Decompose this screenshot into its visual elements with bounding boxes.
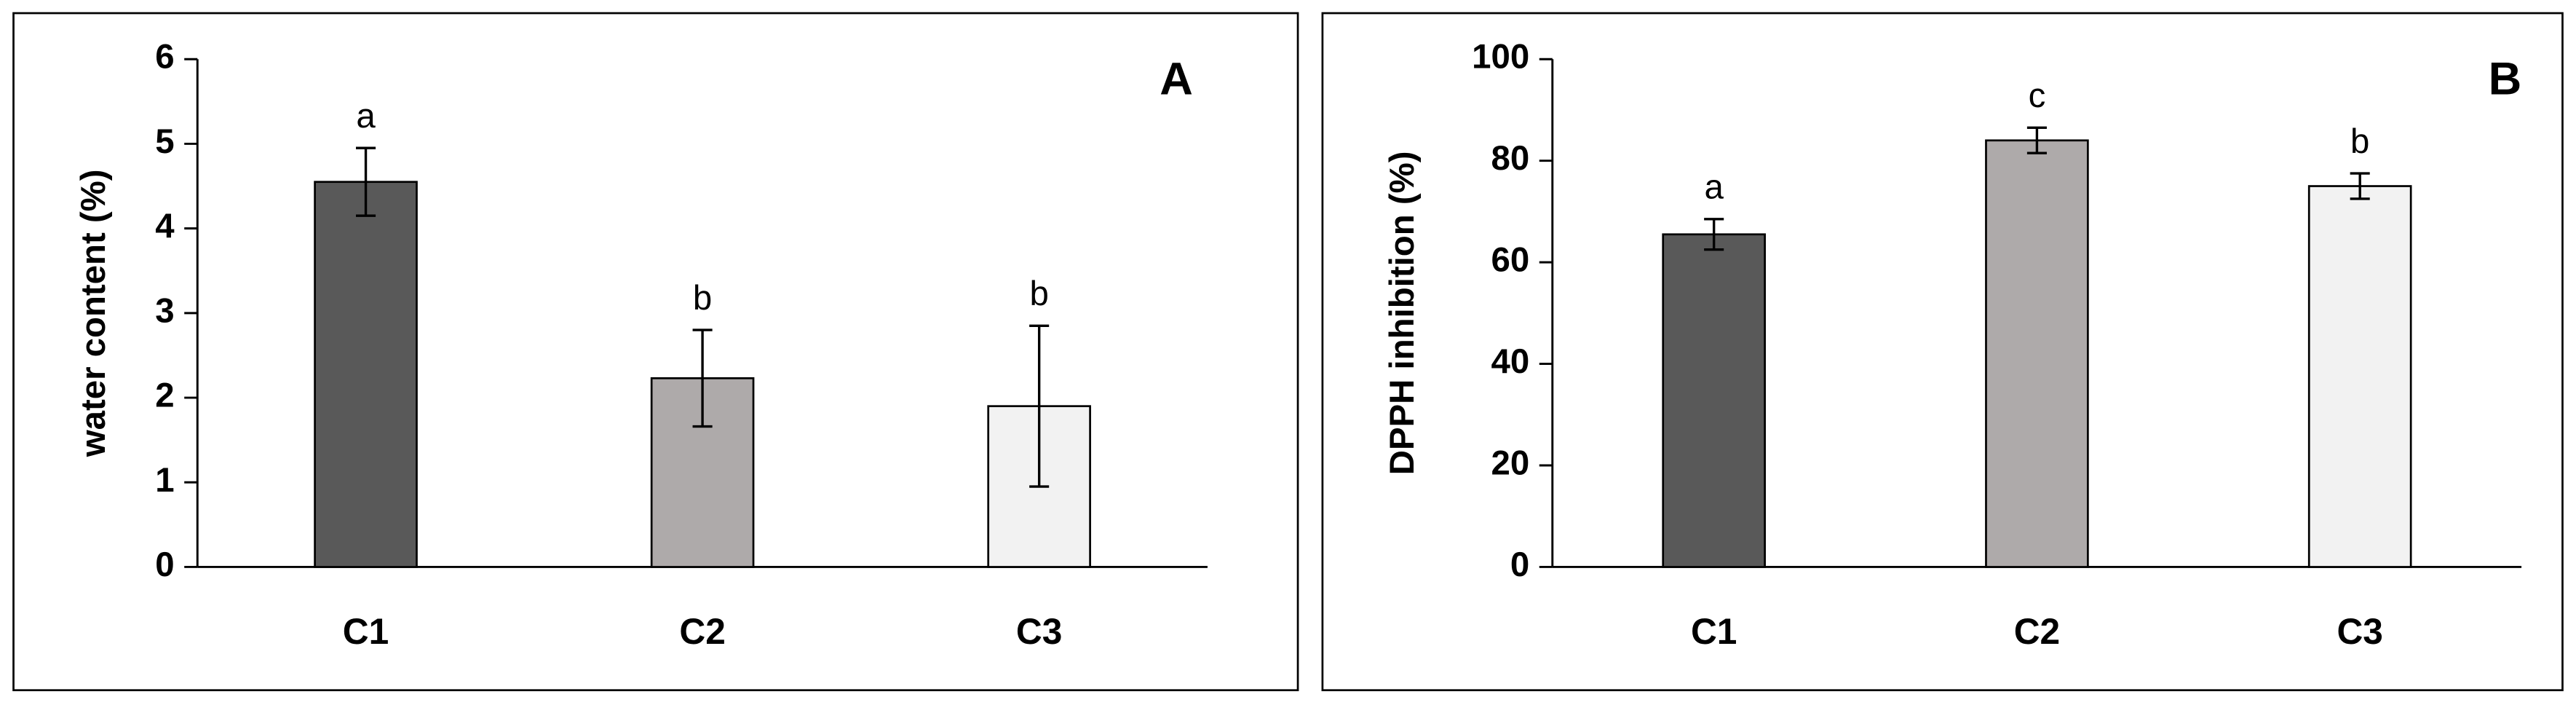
x-tick-label: C2	[679, 611, 725, 652]
bar	[1662, 233, 1766, 568]
y-tick-label: 60	[1491, 241, 1529, 280]
y-axis-title: water content (%)	[74, 169, 113, 457]
error-bar	[355, 146, 376, 217]
y-tick-label: 1	[155, 461, 174, 500]
error-bar	[1029, 324, 1050, 488]
x-tick-label: C1	[343, 611, 389, 652]
error-bar	[1704, 218, 1724, 251]
error-bar	[692, 328, 713, 428]
y-axis-title: DPPH inhibition (%)	[1383, 151, 1422, 475]
panel-label: B	[2489, 54, 2522, 105]
panel-frame	[12, 12, 1299, 692]
error-bar	[2026, 126, 2047, 154]
y-tick-label: 40	[1491, 342, 1529, 381]
y-tick-label: 3	[155, 291, 174, 330]
x-tick-label: C1	[1691, 611, 1737, 652]
y-tick-label: 0	[155, 546, 174, 584]
x-tick-label: C3	[2337, 611, 2382, 652]
y-tick-label: 5	[155, 122, 174, 161]
significance-letter: b	[1029, 275, 1048, 313]
significance-letter: b	[2350, 122, 2369, 161]
x-tick-label: C2	[2014, 611, 2060, 652]
significance-letter: a	[1704, 168, 1724, 207]
error-bar	[2350, 172, 2370, 200]
panel-label: A	[1160, 54, 1193, 105]
bar	[314, 181, 418, 568]
significance-letter: c	[2029, 76, 2046, 115]
y-tick-label: 100	[1472, 38, 1529, 76]
x-tick-label: C3	[1016, 611, 1062, 652]
y-tick-label: 4	[155, 207, 175, 245]
significance-letter: b	[693, 279, 712, 318]
significance-letter: a	[356, 97, 376, 135]
y-tick-label: 6	[155, 38, 174, 76]
bar	[2307, 185, 2412, 568]
y-tick-label: 0	[1510, 546, 1529, 584]
panel-frame	[1321, 12, 2564, 692]
y-tick-label: 20	[1491, 444, 1529, 483]
y-tick-label: 2	[155, 377, 174, 415]
bar	[1985, 139, 2089, 568]
y-tick-label: 80	[1491, 139, 1529, 178]
